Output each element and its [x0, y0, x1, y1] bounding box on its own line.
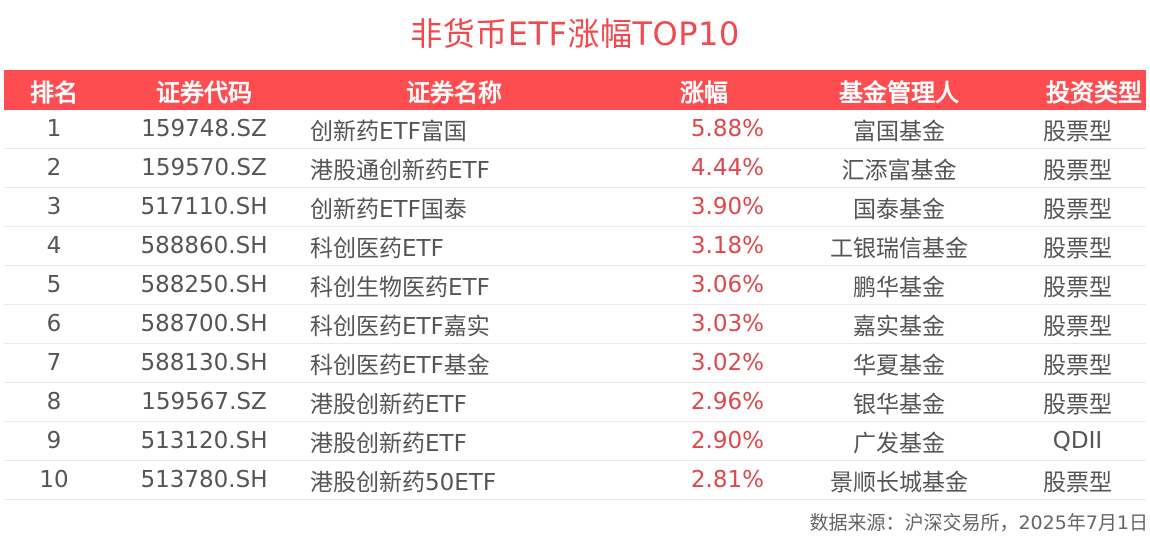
- code-cell: 159570.SZ: [141, 155, 267, 181]
- header-rank: 排名: [30, 78, 78, 107]
- type-cell: 股票型: [1043, 353, 1112, 379]
- table-row: 1 159748.SZ 创新药ETF富国 5.88% 富国基金 股票型: [4, 110, 1146, 149]
- header-code: 证券代码: [156, 78, 252, 107]
- change-cell: 2.90%: [690, 428, 764, 454]
- manager-cell: 富国基金: [853, 119, 945, 145]
- data-source-note: 数据来源：沪深交易所，2025年7月1日: [809, 512, 1148, 534]
- table-row: 8 159567.SZ 港股创新药ETF 2.96% 银华基金 股票型: [4, 383, 1146, 422]
- type-cell: 股票型: [1043, 236, 1112, 262]
- code-cell: 513780.SH: [140, 467, 268, 493]
- header-manager: 基金管理人: [839, 78, 959, 107]
- table-header-row: 排名 证券代码 证券名称 涨幅 基金管理人 投资类型: [4, 70, 1146, 110]
- rank-cell: 3: [46, 194, 62, 220]
- change-cell: 2.81%: [690, 467, 764, 493]
- name-cell: 创新药ETF国泰: [310, 197, 467, 223]
- name-cell: 港股创新药ETF: [310, 392, 467, 418]
- type-cell: 股票型: [1043, 275, 1112, 301]
- table-row: 9 513120.SH 港股创新药ETF 2.90% 广发基金 QDII: [4, 422, 1146, 461]
- manager-cell: 华夏基金: [853, 353, 945, 379]
- rank-cell: 8: [46, 389, 62, 415]
- change-cell: 3.18%: [690, 233, 764, 259]
- name-cell: 港股创新药50ETF: [310, 470, 497, 496]
- rank-cell: 5: [46, 272, 62, 298]
- code-cell: 588860.SH: [140, 233, 268, 259]
- manager-cell: 汇添富基金: [841, 158, 957, 184]
- header-name: 证券名称: [406, 78, 502, 107]
- code-cell: 588130.SH: [140, 350, 268, 376]
- code-cell: 159567.SZ: [141, 389, 267, 415]
- table-row: 10 513780.SH 港股创新药50ETF 2.81% 景顺长城基金 股票型: [4, 461, 1146, 500]
- rank-cell: 10: [39, 467, 69, 493]
- page-title: 非货币ETF涨幅TOP10: [410, 15, 740, 53]
- manager-cell: 鹏华基金: [853, 275, 945, 301]
- name-cell: 港股通创新药ETF: [310, 158, 490, 184]
- change-cell: 3.06%: [690, 272, 764, 298]
- change-cell: 5.88%: [690, 116, 764, 142]
- rank-cell: 7: [46, 350, 62, 376]
- type-cell: 股票型: [1043, 470, 1112, 496]
- code-cell: 159748.SZ: [141, 116, 267, 142]
- table-row: 3 517110.SH 创新药ETF国泰 3.90% 国泰基金 股票型: [4, 188, 1146, 227]
- header-change: 涨幅: [680, 78, 728, 107]
- name-cell: 科创医药ETF嘉实: [310, 314, 490, 340]
- table-row: 7 588130.SH 科创医药ETF基金 3.02% 华夏基金 股票型: [4, 344, 1146, 383]
- code-cell: 588700.SH: [140, 311, 268, 337]
- name-cell: 创新药ETF富国: [310, 119, 467, 145]
- table-row: 4 588860.SH 科创医药ETF 3.18% 工银瑞信基金 股票型: [4, 227, 1146, 266]
- name-cell: 港股创新药ETF: [310, 431, 467, 457]
- manager-cell: 景顺长城基金: [830, 470, 968, 496]
- change-cell: 3.02%: [690, 350, 764, 376]
- type-cell: 股票型: [1043, 314, 1112, 340]
- header-type: 投资类型: [1046, 78, 1142, 107]
- type-cell: 股票型: [1043, 119, 1112, 145]
- type-cell: 股票型: [1043, 392, 1112, 418]
- rank-cell: 1: [46, 116, 62, 142]
- rank-cell: 6: [46, 311, 62, 337]
- type-cell: QDII: [1052, 428, 1103, 454]
- name-cell: 科创医药ETF: [310, 236, 444, 262]
- manager-cell: 银华基金: [853, 392, 945, 418]
- manager-cell: 国泰基金: [853, 197, 945, 223]
- change-cell: 3.03%: [690, 311, 764, 337]
- name-cell: 科创生物医药ETF: [310, 275, 490, 301]
- rank-cell: 4: [46, 233, 62, 259]
- type-cell: 股票型: [1043, 158, 1112, 184]
- change-cell: 4.44%: [690, 155, 764, 181]
- rank-cell: 9: [46, 428, 62, 454]
- code-cell: 517110.SH: [140, 194, 268, 220]
- rank-cell: 2: [46, 155, 62, 181]
- change-cell: 2.96%: [690, 389, 764, 415]
- manager-cell: 广发基金: [853, 431, 945, 457]
- change-cell: 3.90%: [690, 194, 764, 220]
- code-cell: 588250.SH: [140, 272, 268, 298]
- manager-cell: 嘉实基金: [853, 314, 945, 340]
- table-row: 5 588250.SH 科创生物医药ETF 3.06% 鹏华基金 股票型: [4, 266, 1146, 305]
- table-row: 2 159570.SZ 港股通创新药ETF 4.44% 汇添富基金 股票型: [4, 149, 1146, 188]
- type-cell: 股票型: [1043, 197, 1112, 223]
- name-cell: 科创医药ETF基金: [310, 353, 490, 379]
- manager-cell: 工银瑞信基金: [830, 236, 968, 262]
- code-cell: 513120.SH: [140, 428, 268, 454]
- table-row: 6 588700.SH 科创医药ETF嘉实 3.03% 嘉实基金 股票型: [4, 305, 1146, 344]
- etf-ranking-table: 排名 证券代码 证券名称 涨幅 基金管理人 投资类型 1 159748.SZ 创…: [4, 70, 1146, 500]
